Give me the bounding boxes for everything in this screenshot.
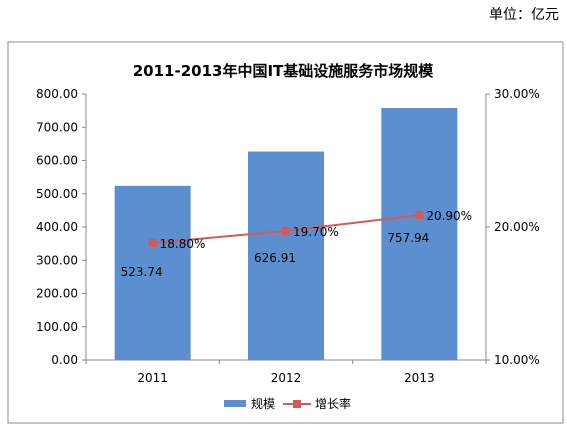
y-tick-label: 500.00 (36, 187, 78, 201)
x-axis: 2011 2012 2013 (85, 359, 487, 385)
y-tick-label: 700.00 (36, 120, 78, 134)
growth-point (282, 226, 290, 235)
legend-bar-label: 规模 (251, 396, 275, 411)
chart-title: 2011-2013年中国IT基础设施服务市场规模 (133, 62, 435, 80)
y-tick-label: 300.00 (36, 253, 78, 267)
legend-line-label: 增长率 (315, 396, 351, 411)
x-tick-label: 2012 (271, 371, 302, 385)
bars: 523.74 626.91 757.94 (114, 107, 458, 360)
y-tick-label: 600.00 (36, 154, 78, 168)
growth-line: 18.80% 19.70% 20.90% (148, 209, 472, 251)
y-tick-label: 100.00 (36, 320, 78, 334)
bar-value-label: 626.91 (254, 251, 296, 265)
growth-value-label: 19.70% (293, 225, 339, 239)
bar-value-label: 757.94 (387, 231, 429, 245)
bar (114, 185, 191, 360)
growth-value-label: 20.90% (426, 209, 472, 223)
y-tick-label: 200.00 (36, 287, 78, 301)
x-tick-label: 2011 (137, 371, 168, 385)
legend-line-marker (293, 400, 301, 408)
bar-value-label: 523.74 (121, 265, 163, 279)
y-tick-label: 800.00 (36, 87, 78, 101)
y2-axis: 10.00% 20.00% 30.00% (485, 87, 540, 367)
legend: 规模 增长率 (224, 396, 351, 411)
bar (248, 151, 324, 360)
growth-point (148, 238, 157, 247)
growth-point (415, 211, 424, 220)
y-tick-label: 0.00 (51, 353, 78, 367)
legend-bar-swatch (224, 400, 246, 407)
y2-tick-label: 20.00% (494, 220, 540, 234)
bar (381, 107, 458, 360)
growth-value-label: 18.80% (160, 237, 206, 251)
y-tick-label: 400.00 (36, 220, 78, 234)
y-axis: 0.00 100.00 200.00 300.00 400.00 500.00 600.00… (36, 87, 87, 367)
y2-tick-label: 30.00% (494, 87, 540, 101)
x-tick-label: 2013 (404, 371, 435, 385)
unit-note: 单位：亿元 (489, 7, 559, 23)
y2-tick-label: 10.00% (494, 353, 540, 367)
